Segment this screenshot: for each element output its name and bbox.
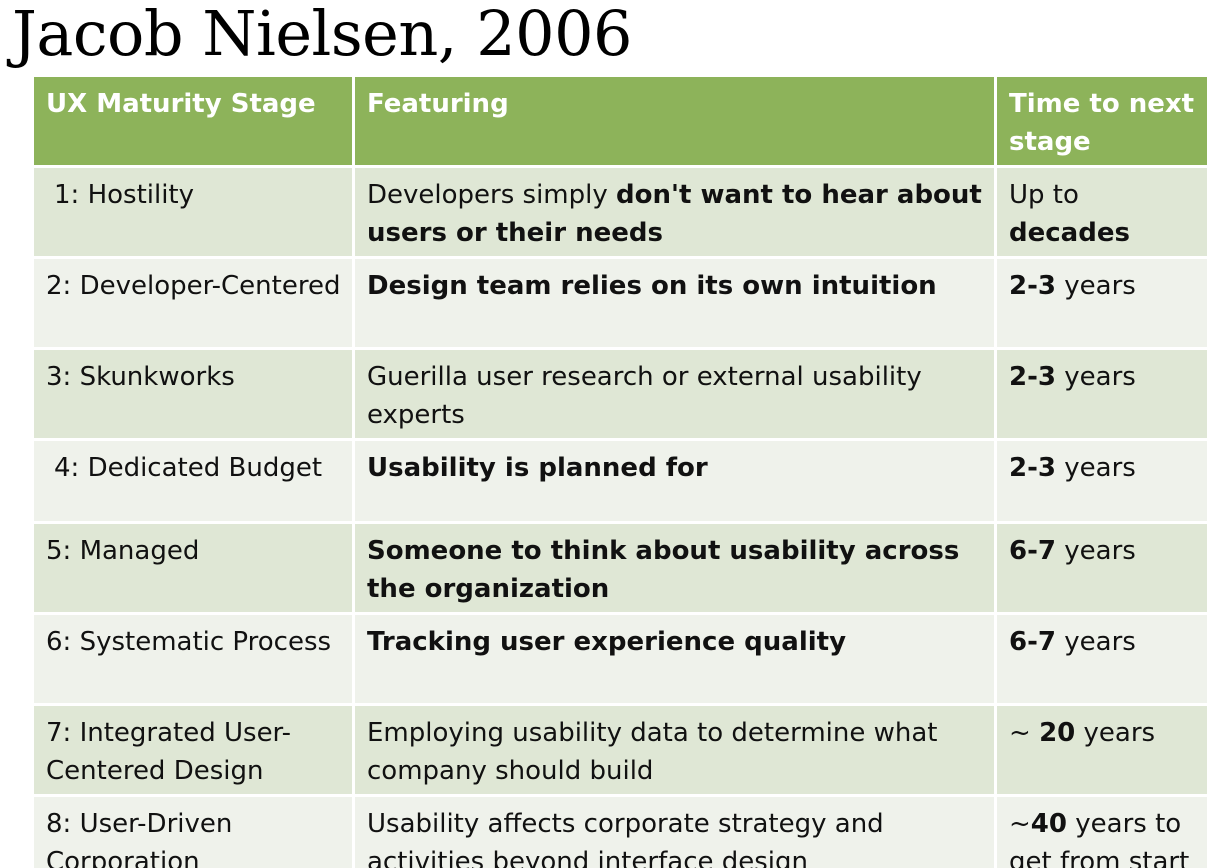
featuring-cell: Tracking user experience quality bbox=[352, 612, 997, 706]
featuring-emphasis: Design team relies on its own intuition bbox=[367, 271, 937, 301]
slide-title: Jacob Nielsen, 2006 bbox=[12, 0, 633, 70]
time-cell: 6-7 years bbox=[994, 521, 1210, 615]
time-suffix: years bbox=[1055, 536, 1136, 566]
time-cell: 6-7 years bbox=[994, 612, 1210, 706]
featuring-cell: Usability affects corporate strategy and… bbox=[352, 794, 997, 868]
table-row: 3: Skunkworks Guerilla user research or … bbox=[31, 347, 1210, 441]
featuring-cell: Usability is planned for bbox=[352, 438, 997, 524]
table-row: 6: Systematic Process Tracking user expe… bbox=[31, 612, 1210, 706]
time-suffix: years bbox=[1055, 453, 1136, 483]
time-value: 20 bbox=[1039, 718, 1076, 748]
stage-cell: 5: Managed bbox=[31, 521, 355, 615]
featuring-emphasis: Tracking user experience quality bbox=[367, 627, 847, 657]
time-suffix: years bbox=[1055, 627, 1136, 657]
time-value: 6-7 bbox=[1009, 536, 1056, 566]
stage-cell: 7: Integrated User-Centered Design bbox=[31, 703, 355, 797]
featuring-cell: Design team relies on its own intuition bbox=[352, 256, 997, 350]
featuring-cell: Developers simply don't want to hear abo… bbox=[352, 165, 997, 259]
featuring-text: Developers simply bbox=[367, 180, 617, 210]
header-stage: UX Maturity Stage bbox=[31, 74, 355, 168]
featuring-cell: Guerilla user research or external usabi… bbox=[352, 347, 997, 441]
stage-cell: 8: User-Driven Corporation bbox=[31, 794, 355, 868]
stage-cell: 1: Hostility bbox=[31, 165, 355, 259]
table-header-row: UX Maturity Stage Featuring Time to next… bbox=[31, 74, 1210, 168]
time-value: decades bbox=[1009, 218, 1130, 248]
header-time-to-next-stage: Time to next stage bbox=[994, 74, 1210, 168]
table-row: 2: Developer-Centered Design team relies… bbox=[31, 256, 1210, 350]
stage-cell: 4: Dedicated Budget bbox=[31, 438, 355, 524]
time-cell: ~40 years to get from start bbox=[994, 794, 1210, 868]
ux-maturity-table: UX Maturity Stage Featuring Time to next… bbox=[31, 74, 1210, 868]
time-value: 6-7 bbox=[1009, 627, 1056, 657]
time-prefix: ~ bbox=[1009, 809, 1031, 839]
time-suffix: years to get from start bbox=[1009, 809, 1190, 868]
stage-cell: 2: Developer-Centered bbox=[31, 256, 355, 350]
stage-cell: 6: Systematic Process bbox=[31, 612, 355, 706]
table-row: 8: User-Driven Corporation Usability aff… bbox=[31, 794, 1210, 868]
time-value: 2-3 bbox=[1009, 271, 1056, 301]
featuring-emphasis: Someone to think about usability across … bbox=[367, 536, 960, 604]
time-suffix: years bbox=[1055, 362, 1136, 392]
time-cell: 2-3 years bbox=[994, 256, 1210, 350]
table-row: 5: Managed Someone to think about usabil… bbox=[31, 521, 1210, 615]
table-row: 7: Integrated User-Centered Design Emplo… bbox=[31, 703, 1210, 797]
time-prefix: ~ bbox=[1009, 718, 1040, 748]
time-cell: 2-3 years bbox=[994, 347, 1210, 441]
featuring-emphasis: Usability is planned for bbox=[367, 453, 708, 483]
time-value: 2-3 bbox=[1009, 453, 1056, 483]
time-suffix: years bbox=[1055, 271, 1136, 301]
time-suffix: years bbox=[1075, 718, 1156, 748]
time-value: 40 bbox=[1030, 809, 1067, 839]
time-value: 2-3 bbox=[1009, 362, 1056, 392]
time-cell: Up to decades bbox=[994, 165, 1210, 259]
time-cell: ~ 20 years bbox=[994, 703, 1210, 797]
table-row: 4: Dedicated Budget Usability is planned… bbox=[31, 438, 1210, 524]
time-prefix: Up to bbox=[1009, 180, 1079, 210]
featuring-cell: Employing usability data to determine wh… bbox=[352, 703, 997, 797]
stage-cell: 3: Skunkworks bbox=[31, 347, 355, 441]
featuring-emphasis: don't want to hear about users or their … bbox=[367, 180, 982, 248]
time-cell: 2-3 years bbox=[994, 438, 1210, 524]
featuring-cell: Someone to think about usability across … bbox=[352, 521, 997, 615]
table-row: 1: Hostility Developers simply don't wan… bbox=[31, 165, 1210, 259]
header-featuring: Featuring bbox=[352, 74, 997, 168]
